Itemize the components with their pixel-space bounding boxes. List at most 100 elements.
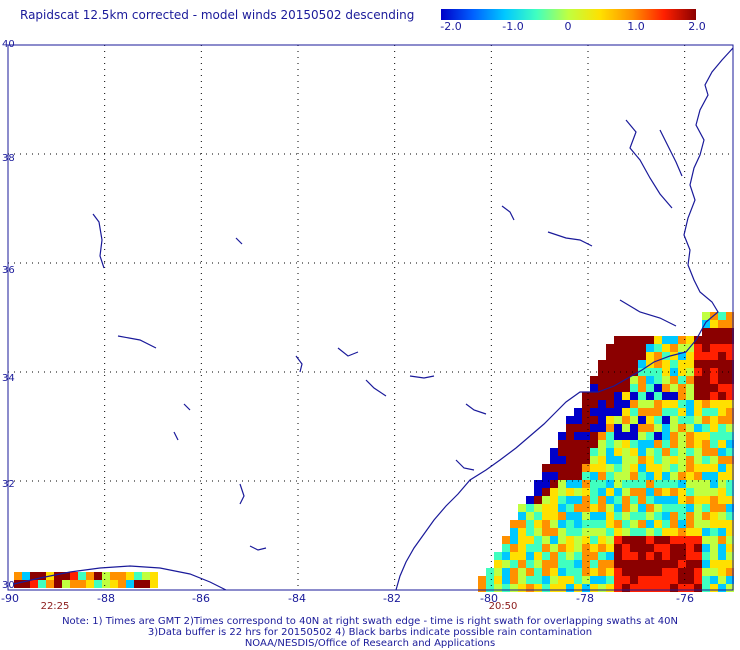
wind-cell xyxy=(710,520,718,528)
swath-time-left: 22:25 xyxy=(40,601,70,612)
wind-cell xyxy=(662,568,670,576)
wind-cell xyxy=(710,368,718,376)
wind-cell xyxy=(558,504,566,512)
wind-cell xyxy=(710,416,718,424)
wind-cell xyxy=(630,560,638,568)
wind-cell xyxy=(638,352,646,360)
wind-cell xyxy=(638,376,646,384)
wind-cell xyxy=(654,552,662,560)
wind-cell xyxy=(694,568,702,576)
colorbar xyxy=(441,9,696,20)
coastline xyxy=(295,355,303,373)
wind-cell xyxy=(630,480,638,488)
wind-cell xyxy=(686,480,694,488)
wind-cell xyxy=(718,576,726,584)
wind-cell xyxy=(542,472,550,480)
wind-cell xyxy=(566,424,574,432)
wind-cell xyxy=(526,496,534,504)
wind-cell xyxy=(638,368,646,376)
wind-cell xyxy=(726,344,734,352)
wind-cell xyxy=(638,432,646,440)
wind-cell xyxy=(678,456,686,464)
wind-cell xyxy=(726,496,734,504)
wind-cell xyxy=(550,488,558,496)
wind-cell xyxy=(670,456,678,464)
wind-cell xyxy=(678,544,686,552)
wind-cell xyxy=(702,544,710,552)
wind-cell xyxy=(718,512,726,520)
wind-cell xyxy=(558,568,566,576)
wind-cell xyxy=(606,552,614,560)
wind-cell xyxy=(638,456,646,464)
wind-cell xyxy=(606,536,614,544)
wind-cell xyxy=(654,584,662,592)
wind-cell xyxy=(550,456,558,464)
wind-cell xyxy=(630,448,638,456)
wind-cell xyxy=(622,512,630,520)
wind-cell xyxy=(558,464,566,472)
wind-cell xyxy=(542,464,550,472)
coastline xyxy=(92,213,105,269)
wind-cell xyxy=(662,584,670,592)
wind-cell xyxy=(718,544,726,552)
wind-cell xyxy=(630,392,638,400)
wind-cell xyxy=(630,456,638,464)
wind-cell xyxy=(710,512,718,520)
wind-cell xyxy=(694,472,702,480)
wind-cell xyxy=(710,528,718,536)
wind-cell xyxy=(718,328,726,336)
wind-cell xyxy=(30,580,38,588)
wind-cell xyxy=(566,584,574,592)
wind-cell xyxy=(614,576,622,584)
wind-cell xyxy=(670,448,678,456)
wind-cell xyxy=(86,572,94,580)
wind-cell xyxy=(582,568,590,576)
wind-cell xyxy=(590,584,598,592)
wind-cell xyxy=(14,580,22,588)
wind-cell xyxy=(630,376,638,384)
wind-cell xyxy=(646,552,654,560)
wind-cell xyxy=(478,576,486,584)
graticule xyxy=(8,45,733,590)
wind-cell xyxy=(558,552,566,560)
wind-cell xyxy=(590,504,598,512)
wind-cell xyxy=(694,360,702,368)
wind-cell xyxy=(670,560,678,568)
wind-cell xyxy=(518,560,526,568)
wind-cell xyxy=(590,448,598,456)
wind-cell xyxy=(702,568,710,576)
note-line-2: 3)Data buffer is 22 hrs for 20150502 4) … xyxy=(147,627,593,638)
wind-cell xyxy=(638,344,646,352)
wind-cell xyxy=(710,336,718,344)
wind-cell xyxy=(574,432,582,440)
coastline xyxy=(501,205,515,221)
wind-cell xyxy=(606,560,614,568)
wind-cell xyxy=(574,528,582,536)
wind-cell xyxy=(718,352,726,360)
wind-cell xyxy=(718,424,726,432)
wind-cell xyxy=(590,424,598,432)
wind-cell xyxy=(550,528,558,536)
wind-cell xyxy=(710,472,718,480)
wind-cell xyxy=(670,568,678,576)
wind-cell xyxy=(526,528,534,536)
wind-cell xyxy=(54,580,62,588)
wind-cell xyxy=(606,408,614,416)
wind-cell xyxy=(646,504,654,512)
wind-cell xyxy=(710,448,718,456)
wind-cell xyxy=(662,560,670,568)
wind-cell xyxy=(702,400,710,408)
wind-cell xyxy=(638,448,646,456)
wind-cell xyxy=(710,584,718,592)
coastline xyxy=(337,347,359,357)
wind-cell xyxy=(638,360,646,368)
wind-cell xyxy=(638,520,646,528)
wind-cell xyxy=(630,528,638,536)
wind-cell xyxy=(598,432,606,440)
wind-cell xyxy=(710,440,718,448)
wind-cell xyxy=(630,520,638,528)
wind-cell xyxy=(582,424,590,432)
wind-cell xyxy=(694,480,702,488)
wind-cell xyxy=(670,480,678,488)
